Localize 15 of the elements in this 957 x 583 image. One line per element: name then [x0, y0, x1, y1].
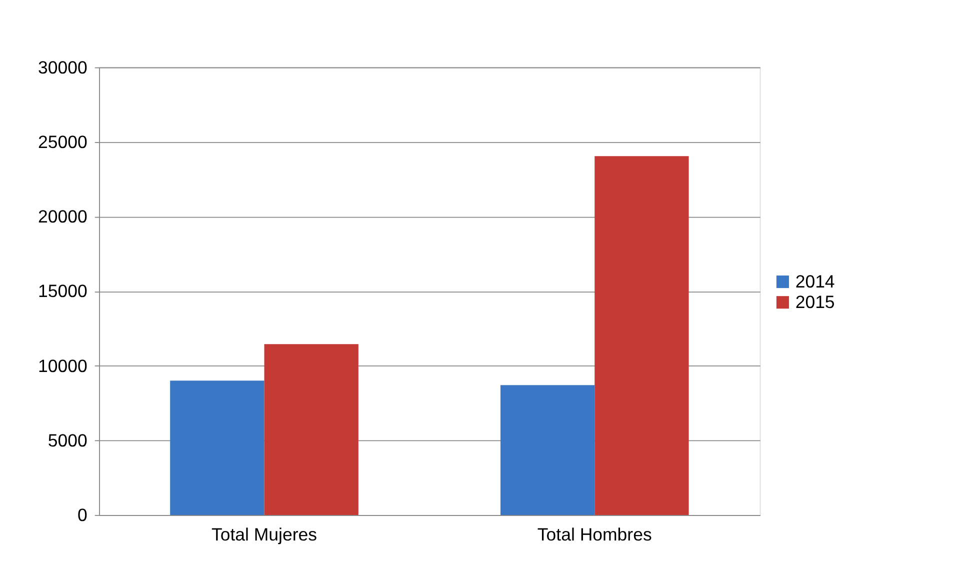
bar: [170, 380, 264, 515]
y-tick-label: 30000: [38, 57, 88, 78]
bar: [594, 156, 689, 515]
y-tick-label: 20000: [38, 206, 88, 227]
y-tick-label: 0: [78, 505, 88, 526]
y-tick-label: 25000: [38, 132, 88, 152]
y-tick-label: 5000: [48, 430, 88, 450]
bar: [264, 344, 358, 515]
bar: [500, 385, 595, 515]
y-tick-label: 15000: [38, 281, 88, 302]
legend-label: 2015: [795, 292, 835, 312]
legend-label: 2014: [795, 271, 835, 292]
y-tick-label: 10000: [38, 356, 88, 376]
x-tick-label: Total Hombres: [537, 524, 652, 545]
x-tick-label: Total Mujeres: [211, 524, 318, 545]
